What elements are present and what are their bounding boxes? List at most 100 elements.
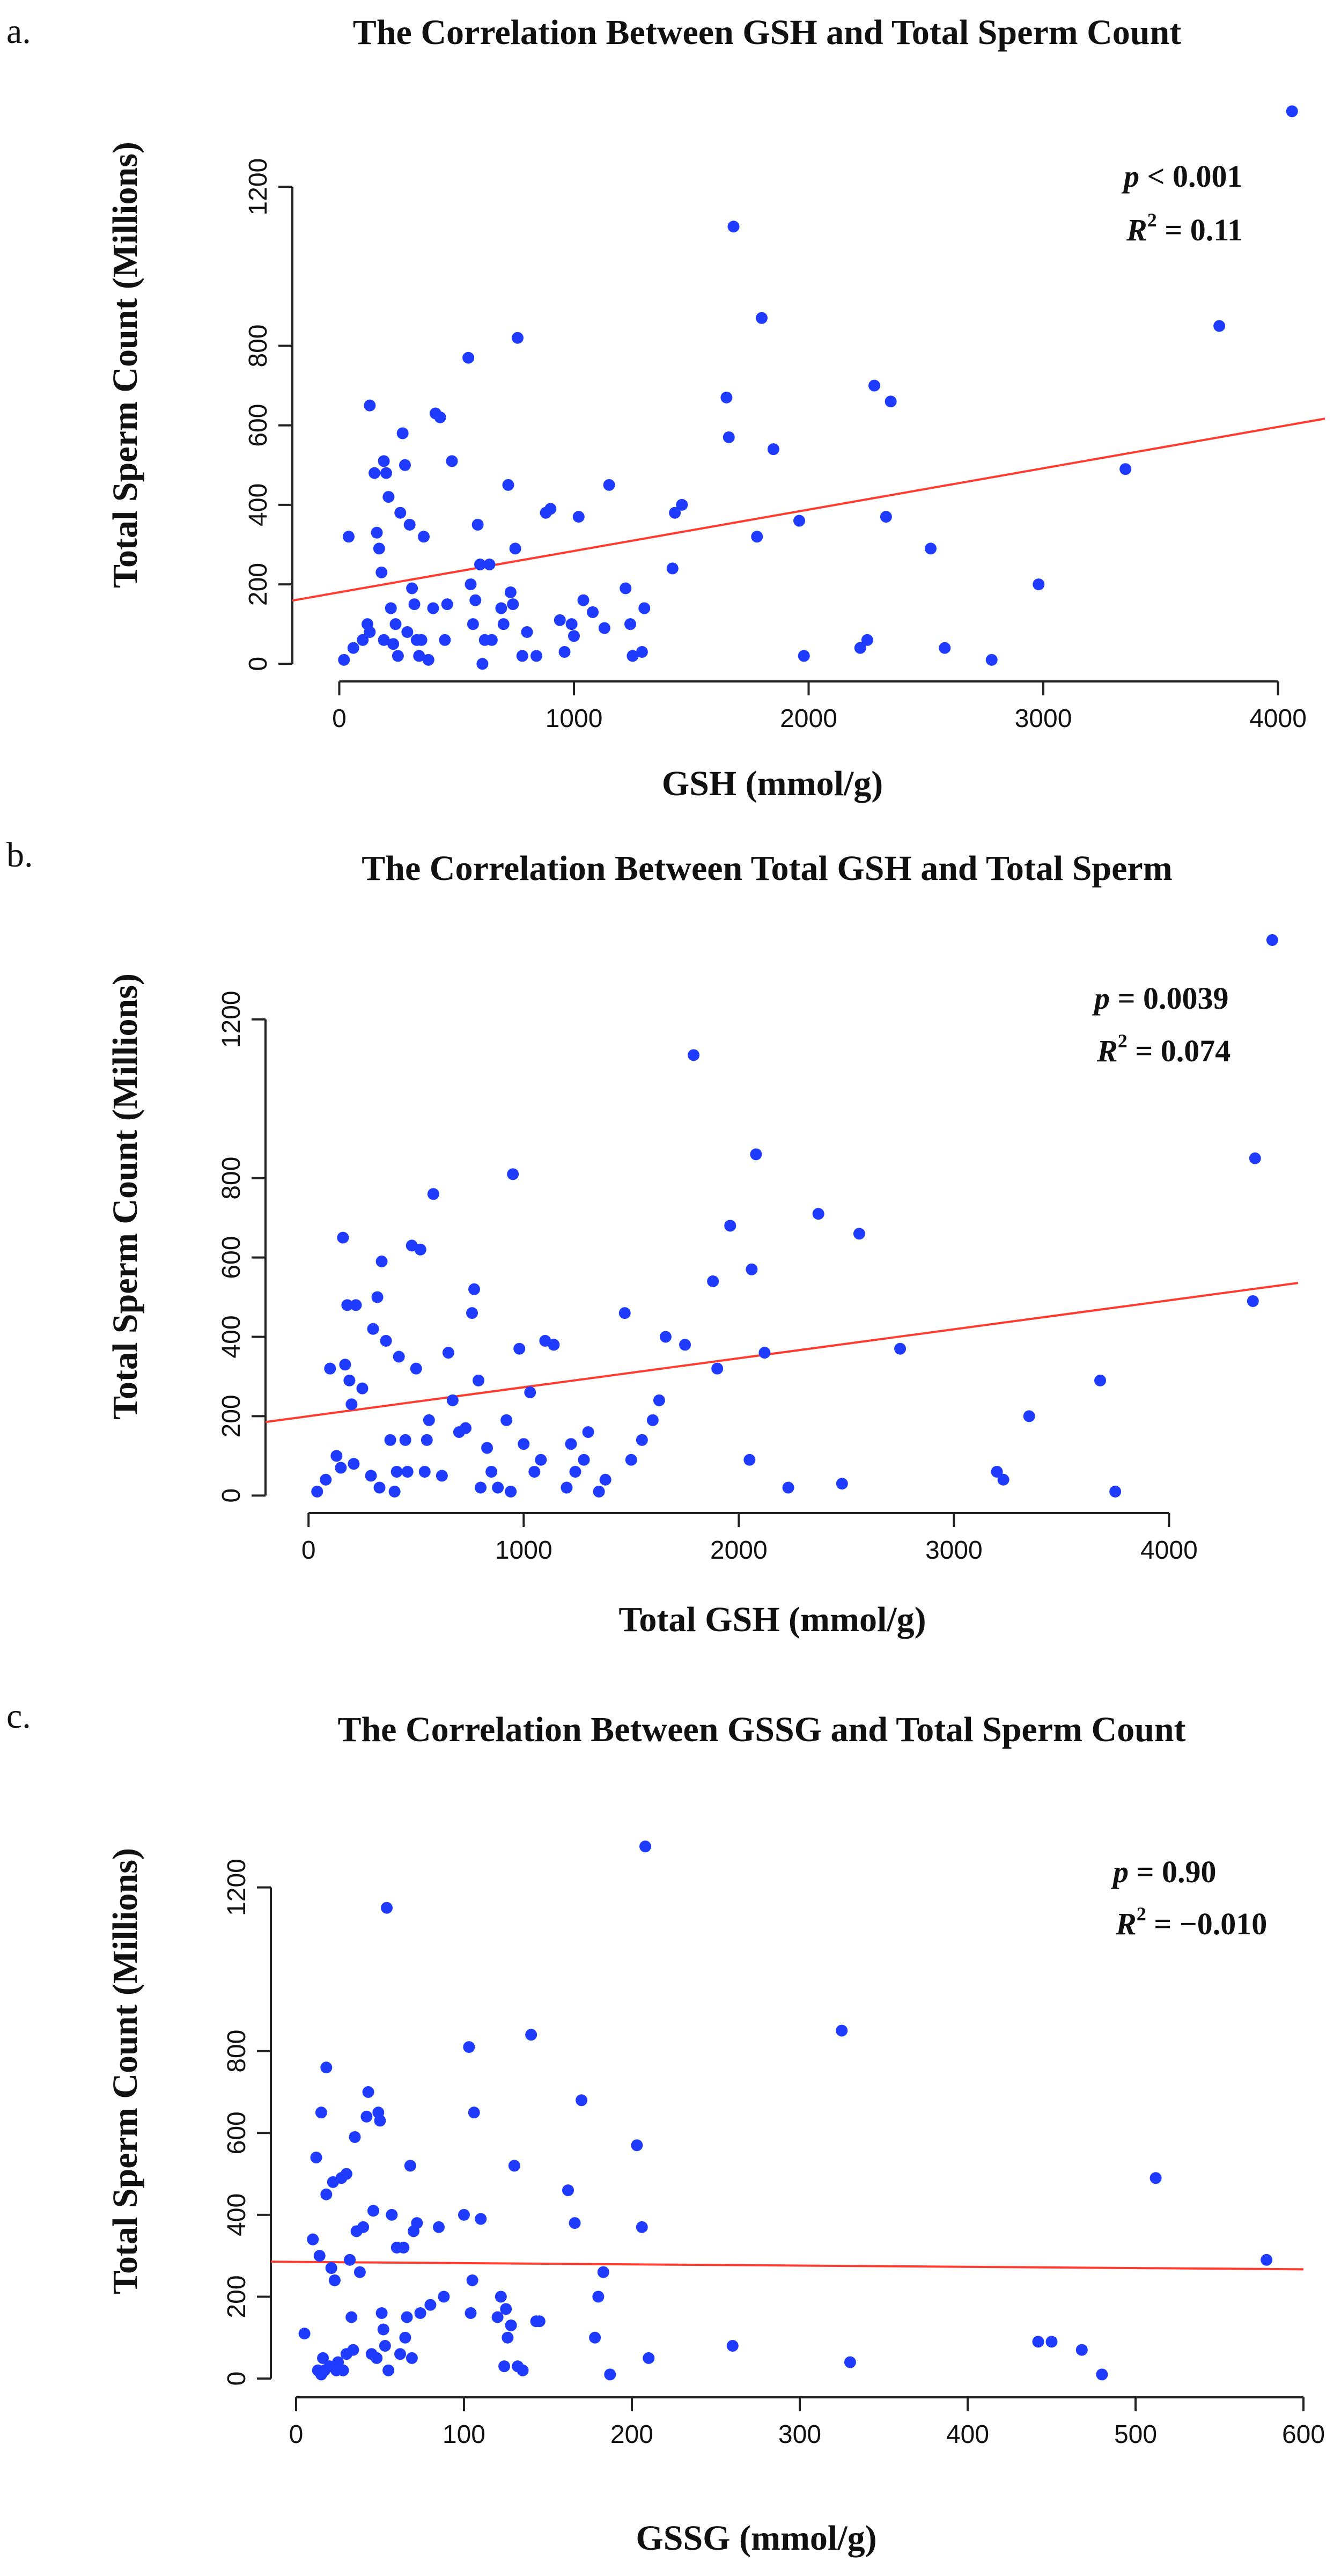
x-tick-label: 0 xyxy=(332,704,347,733)
data-point xyxy=(502,2331,514,2344)
data-point xyxy=(666,562,679,575)
r-squared-value: = 0.074 xyxy=(1128,1033,1231,1068)
data-point xyxy=(377,2323,389,2336)
data-point xyxy=(750,1148,762,1161)
data-point xyxy=(382,2364,395,2376)
data-point xyxy=(504,586,517,598)
data-point xyxy=(401,1465,414,1478)
data-point xyxy=(375,1256,388,1268)
p-value-label: p = 0.90 xyxy=(1110,1854,1217,1889)
data-point xyxy=(746,1263,758,1275)
data-point xyxy=(468,2107,480,2119)
data-point xyxy=(723,431,735,443)
r-symbol: R xyxy=(1096,1033,1118,1068)
data-point xyxy=(330,1450,343,1462)
data-point xyxy=(587,606,599,618)
x-tick-label: 4000 xyxy=(1140,1536,1198,1565)
y-tick-label: 800 xyxy=(244,324,272,367)
data-point xyxy=(491,2311,504,2323)
x-tick-label: 2000 xyxy=(780,704,837,733)
p-value-label: p = 0.0039 xyxy=(1092,981,1229,1016)
data-point xyxy=(604,2368,616,2381)
data-point xyxy=(636,1434,648,1446)
data-point xyxy=(474,559,486,571)
data-point xyxy=(653,1394,665,1406)
data-point xyxy=(707,1275,719,1287)
data-point xyxy=(512,332,524,344)
y-tick-label: 600 xyxy=(217,1236,246,1279)
y-tick-label: 600 xyxy=(244,404,272,447)
data-point xyxy=(1266,934,1278,946)
data-point xyxy=(371,2352,383,2364)
data-point xyxy=(310,2152,322,2164)
data-point xyxy=(463,2041,475,2053)
y-tick-label: 0 xyxy=(223,2372,251,2386)
data-point xyxy=(517,2364,529,2376)
axis-ticks: 0 200 400 600 800 1200 0 1000 2000 3000 4000 xyxy=(217,991,1198,1565)
data-point xyxy=(1032,2336,1044,2348)
r-squared-value: = −0.010 xyxy=(1146,1906,1268,1941)
data-point xyxy=(1045,2336,1058,2348)
regression-line xyxy=(270,2261,1304,2271)
data-point xyxy=(679,1339,691,1351)
data-point xyxy=(338,654,350,666)
data-point xyxy=(458,2208,470,2221)
data-point xyxy=(525,2029,537,2041)
data-point xyxy=(307,2233,319,2245)
data-point xyxy=(345,1398,358,1411)
data-point xyxy=(939,642,951,654)
data-point xyxy=(483,559,496,571)
data-point xyxy=(1150,2172,1162,2184)
data-point xyxy=(347,642,359,654)
data-point xyxy=(598,622,610,634)
y-tick-label: 200 xyxy=(217,1395,246,1437)
data-point xyxy=(446,1394,459,1406)
data-point xyxy=(345,2311,358,2323)
scatter-panel-c: c. The Correlation Between GSSG and Tota… xyxy=(6,1697,1325,2558)
data-point xyxy=(387,638,400,650)
data-point xyxy=(495,602,507,614)
data-point xyxy=(313,2250,326,2262)
x-tick-label: 0 xyxy=(301,1536,316,1565)
data-point xyxy=(880,511,892,523)
data-point xyxy=(885,395,897,408)
data-point xyxy=(743,1454,756,1466)
data-point xyxy=(624,618,636,630)
data-point xyxy=(507,1168,519,1180)
data-point xyxy=(565,1438,577,1450)
panel-label: b. xyxy=(6,835,33,875)
data-point xyxy=(646,1414,659,1426)
r-squared-superscript: 2 xyxy=(1137,1903,1146,1925)
data-point xyxy=(1096,2368,1108,2381)
data-point xyxy=(317,2352,329,2364)
data-point xyxy=(997,1473,1010,1486)
p-symbol: p xyxy=(1121,159,1139,194)
data-point xyxy=(325,2262,337,2274)
data-point xyxy=(500,2303,512,2315)
r-squared-label: R2 = −0.010 xyxy=(1115,1903,1267,1941)
data-point xyxy=(380,1902,393,1914)
x-tick-label: 600 xyxy=(1282,2420,1325,2449)
data-point xyxy=(1094,1374,1107,1386)
data-point xyxy=(392,650,404,662)
data-point xyxy=(620,582,632,595)
data-point xyxy=(344,2254,356,2266)
r-squared-superscript: 2 xyxy=(1147,209,1157,231)
data-point xyxy=(925,542,937,555)
data-point xyxy=(569,1465,581,1478)
x-tick-label: 400 xyxy=(946,2420,989,2449)
data-point xyxy=(399,459,411,471)
data-point xyxy=(422,654,434,666)
data-point xyxy=(315,2107,327,2119)
data-point xyxy=(861,634,873,646)
data-point xyxy=(554,614,566,626)
data-point xyxy=(459,1422,471,1434)
data-point xyxy=(533,2315,546,2328)
data-point xyxy=(371,526,383,539)
data-point xyxy=(751,531,763,543)
data-point xyxy=(406,2352,418,2364)
data-point xyxy=(492,1481,504,1494)
data-point xyxy=(465,2307,477,2319)
data-point xyxy=(385,602,397,614)
data-point xyxy=(782,1481,794,1494)
